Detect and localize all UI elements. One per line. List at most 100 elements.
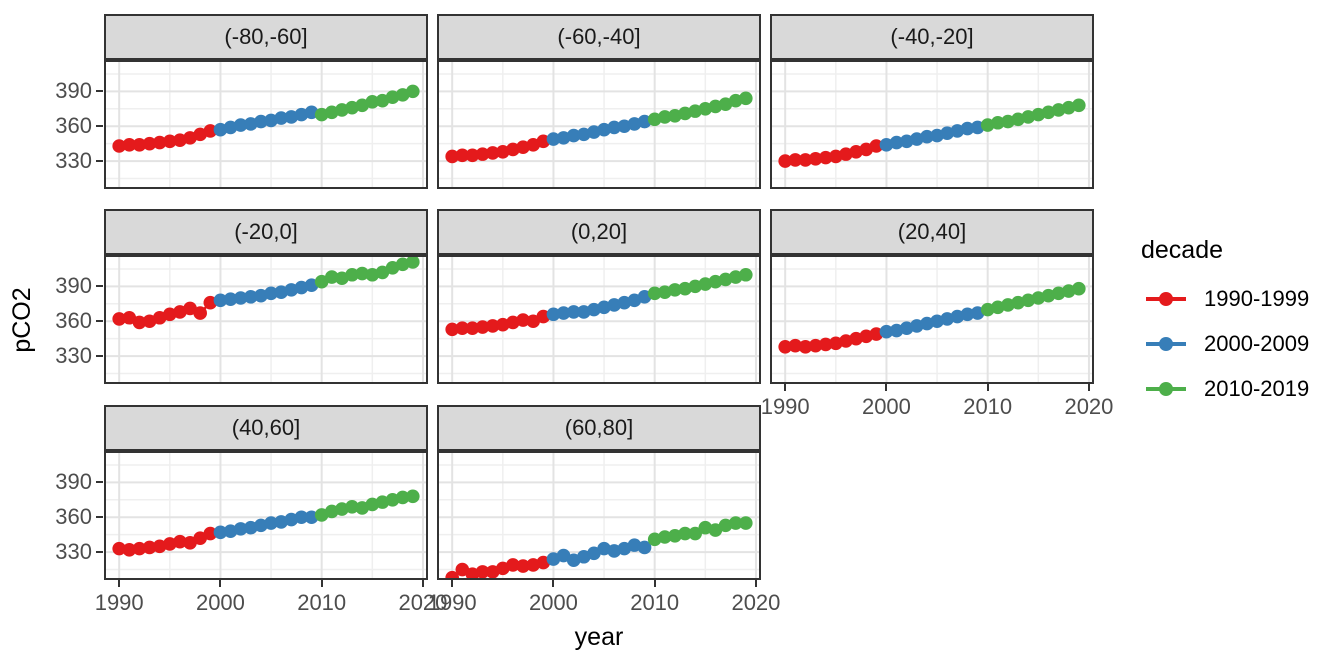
x-tick-mark <box>552 580 555 587</box>
y-tick-label: 330 <box>55 343 92 369</box>
decade-series <box>879 120 985 152</box>
decade-series <box>213 105 319 137</box>
decade-series <box>879 306 985 339</box>
legend-entry: 2000-2009 <box>1146 322 1309 366</box>
legend-key-dot <box>1159 337 1173 351</box>
decade-series <box>314 255 420 289</box>
y-tick-label: 390 <box>55 78 92 104</box>
facet-panel <box>437 255 761 384</box>
decade-series <box>213 278 319 308</box>
decade-series <box>647 267 753 301</box>
y-tick-label: 360 <box>55 504 92 530</box>
decade-series <box>112 124 218 153</box>
x-tick-label: 2000 <box>861 394 911 419</box>
y-tick-mark <box>96 160 103 163</box>
x-tick-mark <box>320 580 323 587</box>
legend-key-dot <box>1159 382 1173 396</box>
legend-title: decade <box>1141 236 1224 264</box>
facet-strip-label: (40,60] <box>231 415 301 440</box>
decade-series <box>445 309 551 337</box>
decade-series <box>546 114 652 146</box>
y-tick-mark <box>96 320 103 323</box>
decade-series <box>445 555 551 580</box>
x-tick-label: 2010 <box>630 590 680 615</box>
decade-series <box>778 327 884 354</box>
facet-strip: (40,60] <box>104 405 428 451</box>
facet-strip-label: (-80,-60] <box>224 24 308 49</box>
y-tick-label: 330 <box>55 148 92 174</box>
x-tick-mark <box>1087 384 1090 391</box>
y-tick-label: 330 <box>55 539 92 565</box>
x-tick-label: 2020 <box>1064 394 1114 419</box>
decade-series <box>112 526 218 557</box>
facet-strip: (20,40] <box>770 209 1094 255</box>
y-tick-label: 360 <box>55 113 92 139</box>
y-tick-mark <box>96 90 103 93</box>
facet-panel <box>104 451 428 580</box>
x-tick-label: 1990 <box>94 590 144 615</box>
decade-series <box>647 91 753 127</box>
y-tick-mark <box>96 285 103 288</box>
facet-panel <box>437 60 761 189</box>
legend-key-icon <box>1146 382 1186 397</box>
facet-panel <box>770 255 1094 384</box>
facet-strip-label: (0,20] <box>570 219 628 244</box>
facet-strip: (-80,-60] <box>104 14 428 60</box>
y-tick-mark <box>96 481 103 484</box>
x-tick-label: 2000 <box>528 590 578 615</box>
y-tick-mark <box>96 551 103 554</box>
y-tick-mark <box>96 125 103 128</box>
facet-strip-label: (60,80] <box>564 415 634 440</box>
x-tick-label: 2010 <box>297 590 347 615</box>
x-tick-mark <box>885 384 888 391</box>
legend-key-icon <box>1146 337 1186 352</box>
facet-strip-label: (-40,-20] <box>890 24 974 49</box>
x-tick-mark <box>986 384 989 391</box>
legend-entry-label: 2010-2019 <box>1204 376 1310 401</box>
x-tick-label: 2020 <box>731 590 781 615</box>
decade-series <box>213 510 319 540</box>
decade-series <box>647 516 753 547</box>
decade-series <box>314 489 420 522</box>
x-axis-title: year <box>574 623 624 651</box>
legend-entry-label: 2000-2009 <box>1204 331 1310 356</box>
legend-entry: 1990-1999 <box>1146 277 1309 321</box>
y-tick-mark <box>96 516 103 519</box>
x-tick-label: 2020 <box>398 590 448 615</box>
facet-strip: (0,20] <box>437 209 761 255</box>
x-tick-mark <box>421 580 424 587</box>
facet-panel <box>770 60 1094 189</box>
facet-panel <box>104 255 428 384</box>
facet-strip: (60,80] <box>437 405 761 451</box>
facet-strip-label: (-20,0] <box>234 219 298 244</box>
x-tick-mark <box>754 580 757 587</box>
decade-series <box>445 134 551 164</box>
x-tick-label: 1990 <box>427 590 477 615</box>
legend-entry: 2010-2019 <box>1146 367 1309 411</box>
legend-key-icon <box>1146 292 1186 307</box>
y-tick-label: 390 <box>55 469 92 495</box>
decade-series <box>112 295 218 330</box>
facet-strip: (-20,0] <box>104 209 428 255</box>
x-tick-mark <box>653 580 656 587</box>
facet-strip: (-40,-20] <box>770 14 1094 60</box>
decade-series <box>778 139 884 168</box>
x-tick-mark <box>118 580 121 587</box>
legend-key-dot <box>1159 292 1173 306</box>
facet-strip-label: (20,40] <box>897 219 967 244</box>
x-tick-mark <box>784 384 787 391</box>
legend-entry-label: 1990-1999 <box>1204 286 1310 311</box>
decade-series <box>314 84 420 122</box>
y-tick-mark <box>96 355 103 358</box>
facet-strip: (-60,-40] <box>437 14 761 60</box>
x-tick-mark <box>451 580 454 587</box>
facet-panel <box>104 60 428 189</box>
x-tick-mark <box>219 580 222 587</box>
decade-series <box>980 281 1086 317</box>
x-tick-label: 1990 <box>760 394 810 419</box>
decade-series <box>546 538 652 568</box>
y-tick-label: 390 <box>55 273 92 299</box>
decade-series <box>546 290 652 322</box>
facet-panel <box>437 451 761 580</box>
